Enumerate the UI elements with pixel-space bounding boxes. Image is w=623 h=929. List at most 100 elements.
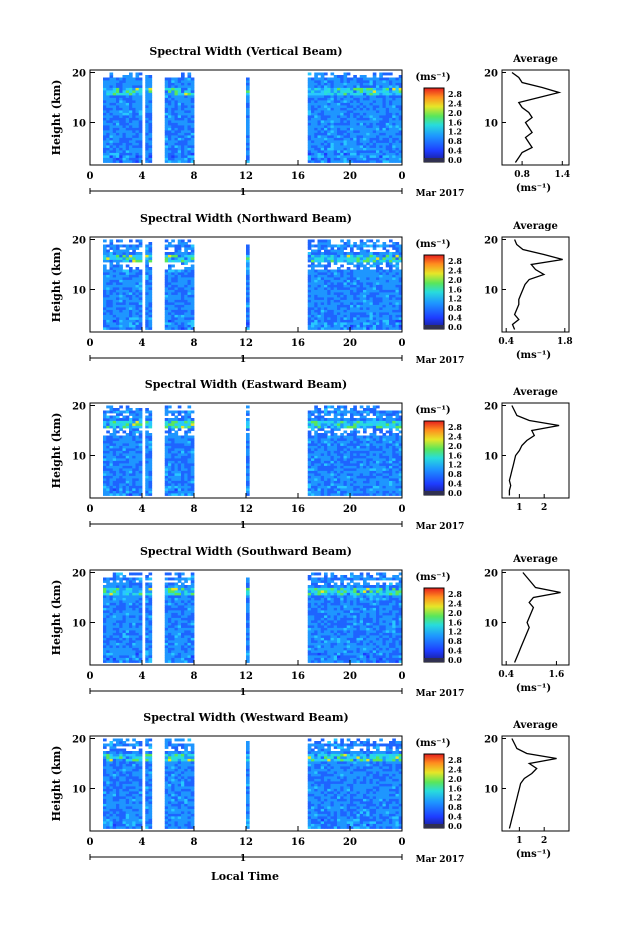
heatmap-cell <box>363 314 367 318</box>
heatmap-cell <box>119 460 123 464</box>
heatmap-cell <box>181 423 185 426</box>
heatmap-cell <box>317 242 322 245</box>
heatmap-cell <box>307 282 312 285</box>
heatmap-cell <box>190 282 195 285</box>
heatmap-cell <box>190 473 195 476</box>
heatmap-cell <box>148 107 153 111</box>
heatmap-cell <box>317 90 322 93</box>
heatmap-cell <box>307 445 312 449</box>
heatmap-cell <box>356 264 361 268</box>
heatmap-cell <box>340 289 344 293</box>
heatmap-cell <box>109 239 114 243</box>
heatmap-cell <box>168 90 172 93</box>
heatmap-cell <box>346 465 351 469</box>
heatmap-cell <box>129 130 133 133</box>
heatmap-cell <box>148 425 153 429</box>
heatmap-cell <box>106 445 110 449</box>
heatmap-cell <box>343 488 348 491</box>
heatmap-cell <box>177 92 182 96</box>
heatmap-cell <box>106 435 110 439</box>
heatmap-cell <box>187 252 192 255</box>
heatmap-cell <box>379 115 383 118</box>
heatmap-cell <box>116 264 120 268</box>
heatmap-cell <box>164 105 169 108</box>
heatmap-cell <box>132 475 136 479</box>
heatmap-cell <box>366 307 370 310</box>
heatmap-cell <box>184 254 188 258</box>
heatmap-cell <box>385 249 390 253</box>
heatmap-cell <box>106 302 110 305</box>
heatmap-cell <box>164 284 169 288</box>
heatmap-cell <box>135 465 140 469</box>
heatmap-cell <box>190 82 195 86</box>
heatmap-cell <box>181 465 185 469</box>
heatmap-cell <box>122 304 127 308</box>
heatmap-cell <box>106 327 110 330</box>
heatmap-cell <box>317 408 322 411</box>
heatmap-cell <box>177 239 182 243</box>
heatmap-cell <box>395 137 400 141</box>
heatmap-cell <box>314 294 318 298</box>
heatmap-cell <box>359 142 364 146</box>
heatmap-cell <box>385 117 390 121</box>
heatmap-cell <box>135 77 140 81</box>
heatmap-cell <box>337 480 341 484</box>
heatmap-cell <box>330 90 335 93</box>
heatmap-cell <box>395 77 400 81</box>
heatmap-cell <box>314 314 318 318</box>
heatmap-cell <box>132 145 136 148</box>
heatmap-cell <box>181 85 185 88</box>
heatmap-cell <box>350 77 354 81</box>
heatmap-cell <box>187 120 192 123</box>
heatmap-cell <box>379 107 383 111</box>
heatmap-cell <box>103 125 107 128</box>
heatmap-cell <box>317 455 322 459</box>
heatmap-cell <box>392 304 396 308</box>
heatmap-cell <box>129 152 133 156</box>
heatmap-cell <box>327 112 331 116</box>
heatmap-cell <box>116 415 120 419</box>
heatmap-cell <box>106 415 110 419</box>
heatmap-cell <box>106 157 110 161</box>
heatmap-cell <box>187 413 192 416</box>
heatmap-cell <box>106 485 110 489</box>
heatmap-cell <box>324 475 328 479</box>
heatmap-cell <box>353 82 357 86</box>
heatmap-cell <box>392 112 396 116</box>
heatmap-cell <box>171 142 175 146</box>
heatmap-cell <box>359 445 364 449</box>
heatmap-cell <box>174 324 179 328</box>
heatmap-cell <box>171 493 175 496</box>
heatmap-cell <box>112 440 117 444</box>
heatmap-cell <box>116 262 120 265</box>
heatmap-cell <box>353 87 357 91</box>
heatmap-cell <box>109 304 114 308</box>
heatmap-cell <box>125 90 130 93</box>
heatmap-cell <box>330 259 335 263</box>
heatmap-cell <box>171 272 175 275</box>
heatmap-cell <box>359 483 364 486</box>
heatmap-cell <box>190 100 195 103</box>
heatmap-cell <box>164 410 169 414</box>
heatmap-cell <box>116 100 120 103</box>
heatmap-cell <box>246 282 250 285</box>
heatmap-cell <box>164 473 169 476</box>
heatmap-cell <box>184 327 188 330</box>
heatmap-cell <box>174 284 179 288</box>
x-tick-label: 16 <box>291 338 305 349</box>
heatmap-cell <box>106 77 110 81</box>
heatmap-cell <box>320 132 325 136</box>
heatmap-cell <box>116 107 120 111</box>
heatmap-cell <box>132 259 136 263</box>
heatmap-cell <box>112 430 117 434</box>
heatmap-cell <box>340 470 344 474</box>
heatmap-cell <box>330 302 335 305</box>
heatmap-cell <box>148 160 153 163</box>
heatmap-cell <box>311 478 315 481</box>
heatmap-cell <box>177 269 182 273</box>
heatmap-cell <box>356 132 361 136</box>
heatmap-cell <box>177 307 182 310</box>
heatmap-cell <box>320 465 325 469</box>
heatmap-cell <box>333 145 338 148</box>
heatmap-cell <box>363 122 367 126</box>
